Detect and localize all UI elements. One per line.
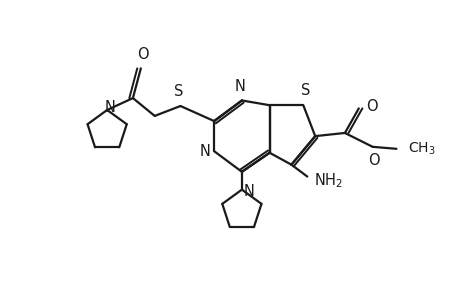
Text: O: O [365,99,377,114]
Text: O: O [367,153,379,168]
Text: O: O [137,47,148,62]
Text: N: N [104,100,115,116]
Text: S: S [174,84,183,99]
Text: NH$_2$: NH$_2$ [313,171,342,190]
Text: N: N [200,144,210,159]
Text: N: N [234,79,245,94]
Text: N: N [243,184,254,199]
Text: CH$_3$: CH$_3$ [407,141,434,157]
Text: S: S [300,83,309,98]
